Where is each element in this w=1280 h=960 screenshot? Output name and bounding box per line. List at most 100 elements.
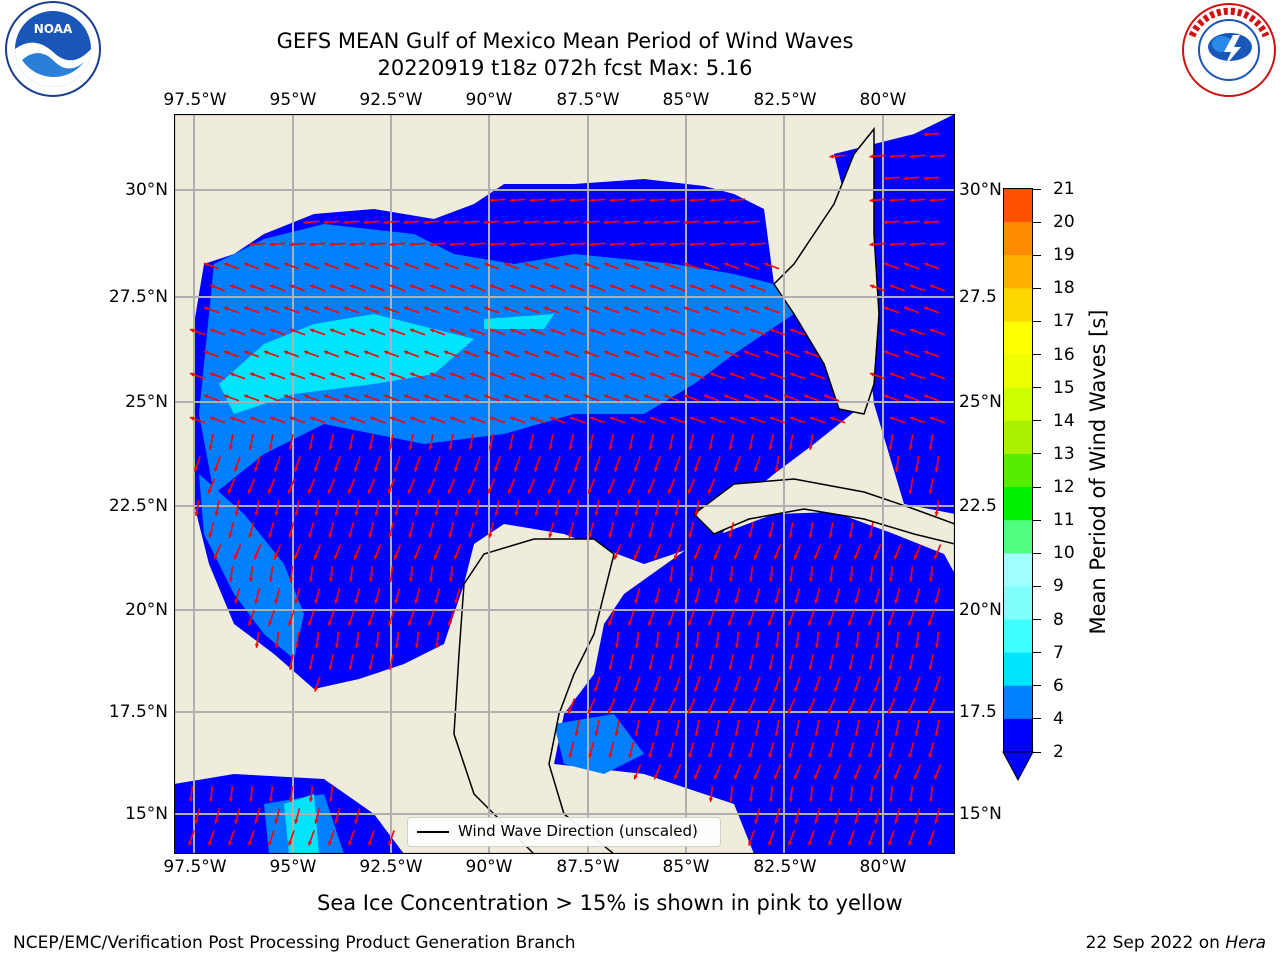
wave-direction-arrowhead: [909, 242, 914, 247]
wave-direction-arrowhead: [903, 176, 908, 181]
wave-direction-arrowhead: [709, 242, 714, 247]
wave-direction-arrowhead: [229, 284, 235, 289]
legend-label: Wind Wave Direction (unscaled): [458, 822, 698, 840]
wave-direction-arrowhead: [494, 467, 499, 472]
wave-direction-arrowhead: [607, 708, 612, 714]
wave-direction-arrowhead: [714, 599, 719, 604]
wave-direction-arrowhead: [934, 511, 939, 516]
wave-direction-arrowhead: [423, 394, 429, 399]
wave-direction-arrowhead: [633, 554, 638, 560]
wave-direction-arrowhead: [854, 687, 859, 692]
wave-direction-arrowhead: [788, 445, 793, 450]
wave-direction-arrowhead: [654, 599, 659, 604]
wave-direction-arrowhead: [223, 350, 229, 355]
wave-direction-arrowhead: [467, 488, 472, 494]
wave-direction-arrowhead: [329, 372, 335, 377]
wave-direction-arrowhead: [323, 350, 329, 355]
wave-direction-arrowhead: [848, 577, 854, 582]
colorbar-segment: [1004, 487, 1032, 521]
wave-direction-arrowhead: [703, 394, 709, 399]
wave-direction-arrowhead: [228, 577, 234, 582]
wave-direction-arrowhead: [703, 220, 708, 225]
wave-direction-arrowhead: [788, 665, 793, 670]
colorbar-segment: [1004, 652, 1032, 687]
wave-direction-arrowhead: [673, 774, 678, 780]
wave-direction-arrowhead: [309, 284, 315, 289]
wave-direction-arrowhead: [474, 511, 479, 516]
wave-direction-arrowhead: [668, 577, 674, 582]
nws-logo: [1182, 3, 1276, 97]
wave-direction-arrowhead: [663, 350, 669, 355]
wave-direction-arrowhead: [923, 262, 929, 267]
wave-direction-arrowhead: [749, 416, 755, 421]
wave-direction-arrowhead: [369, 328, 375, 333]
wave-direction-arrowhead: [774, 819, 779, 824]
wave-direction-arrowhead: [449, 242, 454, 247]
wave-direction-arrowhead: [234, 467, 239, 472]
wave-direction-arrowhead: [534, 511, 539, 516]
wave-direction-arrowhead: [627, 708, 632, 714]
colorbar-segment: [1004, 255, 1032, 289]
wave-direction-arrowhead: [373, 554, 378, 560]
wave-direction-arrowhead: [393, 554, 398, 560]
wave-direction-arrowhead: [549, 372, 555, 377]
wave-direction-arrowhead: [543, 306, 549, 311]
wave-direction-arrowhead: [689, 284, 695, 289]
wave-direction-arrowhead: [814, 687, 819, 692]
wave-direction-arrowhead: [203, 262, 209, 267]
wave-direction-arrowhead: [329, 284, 335, 289]
wave-direction-arrowhead: [869, 372, 875, 377]
wave-direction-arrowhead: [714, 731, 719, 736]
wave-direction-arrowhead: [489, 416, 495, 421]
wave-direction-arrowhead: [549, 284, 555, 289]
wave-direction-arrowhead: [314, 819, 319, 824]
wave-direction-arrowhead: [588, 753, 593, 758]
lat-label-right: 17.5: [959, 702, 997, 722]
wave-direction-arrowhead: [869, 198, 874, 203]
wave-direction-arrowhead: [463, 220, 468, 225]
wave-direction-arrowhead: [374, 599, 379, 604]
wave-direction-arrowhead: [287, 488, 292, 494]
wave-direction-arrowhead: [588, 533, 593, 538]
gulf-map: [174, 114, 955, 854]
wave-direction-arrowhead: [194, 511, 199, 516]
wave-direction-arrowhead: [334, 643, 340, 648]
wave-direction-arrowhead: [628, 533, 633, 538]
wave-direction-arrowhead: [428, 621, 433, 626]
wave-direction-arrowhead: [423, 350, 429, 355]
wave-direction-arrowhead: [728, 577, 734, 582]
wave-direction-arrowhead: [563, 220, 568, 225]
wave-direction-arrowhead: [933, 554, 938, 560]
wave-direction-arrowhead: [509, 198, 514, 203]
wave-direction-arrowhead: [308, 533, 313, 538]
wave-direction-arrowhead: [629, 198, 634, 203]
wave-direction-arrowhead: [554, 467, 559, 472]
wave-direction-arrowhead: [828, 841, 833, 846]
colorbar-tick-label: 12: [1053, 477, 1075, 498]
period-band-4-west: [199, 474, 304, 659]
wave-direction-arrowhead: [274, 819, 279, 824]
wave-direction-arrowhead: [343, 220, 348, 225]
wave-direction-arrowhead: [429, 416, 435, 421]
wave-direction-arrowhead: [788, 533, 793, 538]
wave-direction-arrowhead: [469, 242, 474, 247]
wave-direction-arrowhead: [768, 797, 774, 802]
wave-direction-arrowhead: [808, 577, 814, 582]
wave-direction-arrowhead: [283, 262, 289, 267]
wave-direction-arrowhead: [349, 284, 355, 289]
wave-direction-arrowhead: [583, 350, 589, 355]
colorbar-segment: [1004, 288, 1032, 323]
wave-direction-arrowhead: [603, 306, 609, 311]
wave-direction-arrowhead: [773, 774, 778, 780]
wave-direction-arrowhead: [328, 841, 333, 846]
wave-direction-arrowhead: [634, 731, 639, 736]
wave-direction-arrowhead: [709, 328, 715, 333]
wave-direction-arrowhead: [569, 416, 575, 421]
wave-direction-arrowhead: [707, 708, 712, 714]
wave-direction-arrowhead: [487, 488, 492, 494]
wave-direction-arrowhead: [363, 262, 369, 267]
wave-direction-arrowhead: [413, 554, 418, 560]
wave-direction-arrowhead: [574, 511, 579, 516]
wave-direction-arrowhead: [714, 687, 719, 692]
wave-direction-arrowhead: [289, 372, 295, 377]
